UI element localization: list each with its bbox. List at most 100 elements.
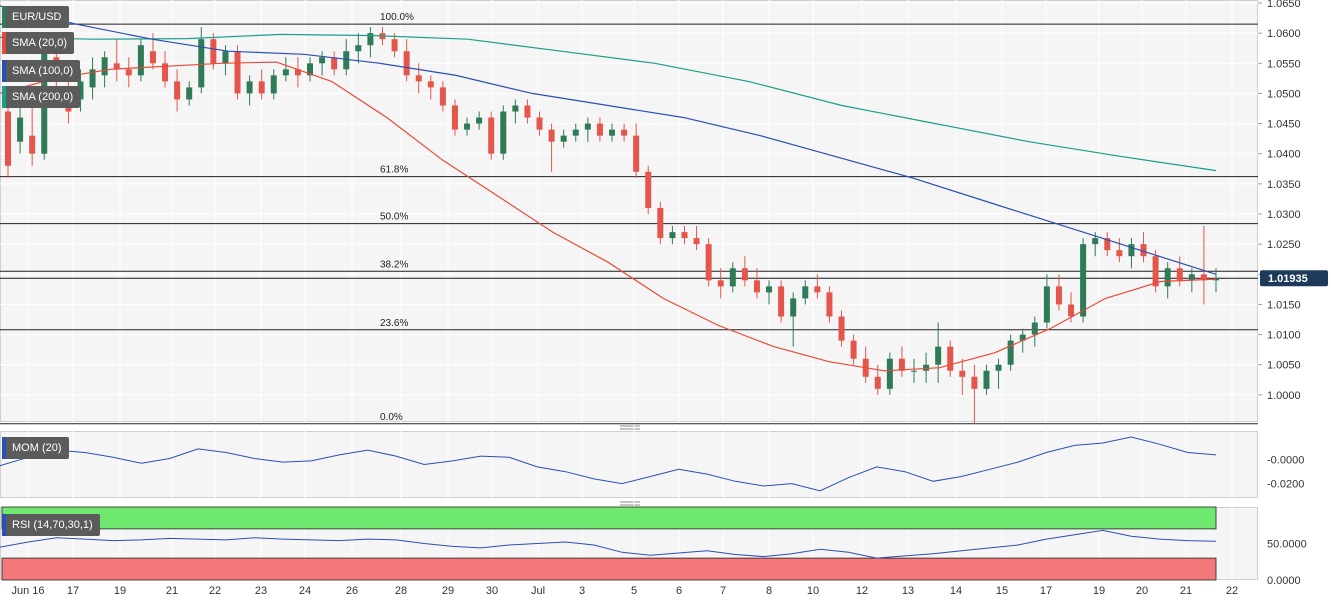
legend-sma20-swatch: [2, 32, 6, 54]
legend-rsi-swatch: [2, 514, 6, 536]
candle: [282, 57, 289, 82]
x-tick-label: 8: [766, 585, 772, 597]
candle-body: [1152, 256, 1159, 287]
candle: [1055, 274, 1062, 311]
candle-body: [983, 370, 990, 389]
candle-body: [1164, 268, 1171, 287]
candle: [741, 256, 748, 287]
candle: [1080, 238, 1087, 323]
candle-body: [1200, 274, 1207, 281]
candle-body: [1080, 244, 1087, 317]
candle: [778, 280, 785, 323]
candle: [476, 111, 483, 130]
candle-body: [210, 39, 217, 64]
candle-body: [693, 238, 700, 245]
candle: [5, 99, 11, 178]
candle: [77, 69, 84, 112]
candle-body: [355, 45, 362, 52]
candle-body: [198, 39, 205, 88]
legend-rsi[interactable]: RSI (14,70,30,1): [2, 514, 100, 536]
fib-label-5: 0.0%: [380, 412, 403, 423]
candle-body: [1007, 340, 1014, 365]
candle: [911, 358, 917, 383]
candle-body: [89, 69, 96, 88]
candle: [753, 268, 760, 299]
candle-body: [753, 280, 760, 293]
price-tag: [1260, 270, 1328, 287]
candle: [717, 268, 724, 299]
candle: [1128, 238, 1135, 269]
candle-body: [705, 244, 712, 281]
legend-symbol[interactable]: EUR/USD: [2, 6, 69, 28]
price-panel: [0, 0, 1258, 422]
candle: [1176, 256, 1183, 287]
candle-body: [645, 171, 652, 208]
candle-body: [657, 207, 664, 239]
legend-mom[interactable]: MOM (20): [2, 437, 69, 459]
candle: [89, 57, 96, 100]
candle: [234, 45, 241, 100]
candle-body: [512, 105, 519, 112]
candle: [802, 280, 809, 305]
candle: [1031, 316, 1038, 347]
legend-sma100-label: SMA (100,0): [12, 65, 74, 77]
candle-body: [488, 117, 495, 154]
fib-label-4: 23.6%: [380, 318, 408, 329]
x-tick-label: 7: [720, 585, 726, 597]
y-tick-label: 1.0650: [1267, 0, 1301, 10]
candle: [101, 51, 108, 88]
x-tick-label: 3: [579, 585, 585, 597]
x-tick-label: Jul: [531, 585, 545, 597]
candle-body: [596, 123, 603, 136]
y-tick-label: 1.0100: [1267, 330, 1301, 342]
candle: [439, 81, 446, 112]
y-tick-label: 1.0450: [1267, 119, 1301, 131]
candle: [524, 99, 531, 124]
candle: [294, 57, 301, 88]
rsi-tick-label: 50.0000: [1267, 539, 1307, 551]
candle-body: [125, 69, 132, 76]
candle: [427, 75, 434, 100]
candle-body: [669, 232, 676, 239]
candle-body: [500, 111, 507, 154]
mom-line: [0, 436, 1217, 492]
x-tick-label: 5: [631, 585, 637, 597]
candle: [560, 129, 567, 148]
candle: [572, 123, 579, 142]
candle-body: [947, 346, 954, 371]
candle: [971, 364, 978, 424]
candle-body: [584, 123, 591, 130]
legend-sma100[interactable]: SMA (100,0): [2, 60, 81, 82]
rsi-tick-label: 0.0000: [1267, 575, 1301, 587]
candle: [959, 358, 966, 395]
candle: [319, 51, 326, 76]
x-tick-label: 13: [902, 585, 914, 597]
sma100-line: [0, 5, 1217, 275]
legend-sma200-swatch: [2, 86, 6, 108]
candle: [391, 33, 398, 58]
candle-body: [149, 51, 156, 64]
x-tick-label: 22: [209, 585, 221, 597]
candle: [270, 69, 277, 100]
candle: [814, 274, 821, 299]
y-tick-label: 1.0000: [1267, 390, 1301, 402]
candle-body: [886, 358, 893, 389]
candle-body: [427, 81, 434, 88]
candle-body: [415, 75, 422, 82]
candle-body: [959, 370, 966, 377]
candle-body: [548, 129, 555, 142]
x-tick-label: 12: [856, 585, 868, 597]
legend-mom-swatch: [2, 437, 6, 459]
candle-body: [766, 286, 773, 293]
candle-body: [246, 81, 253, 94]
legend-sma200[interactable]: SMA (200,0): [2, 86, 81, 108]
candle-body: [5, 111, 11, 166]
candle-body: [1092, 238, 1099, 245]
y-tick-label: 1.0500: [1267, 88, 1301, 100]
legend-sma20[interactable]: SMA (20,0): [2, 32, 75, 54]
x-tick-label: 19: [1093, 585, 1105, 597]
candle-body: [838, 316, 845, 341]
candle-body: [319, 57, 326, 64]
candle: [451, 99, 458, 136]
candle: [367, 27, 374, 58]
